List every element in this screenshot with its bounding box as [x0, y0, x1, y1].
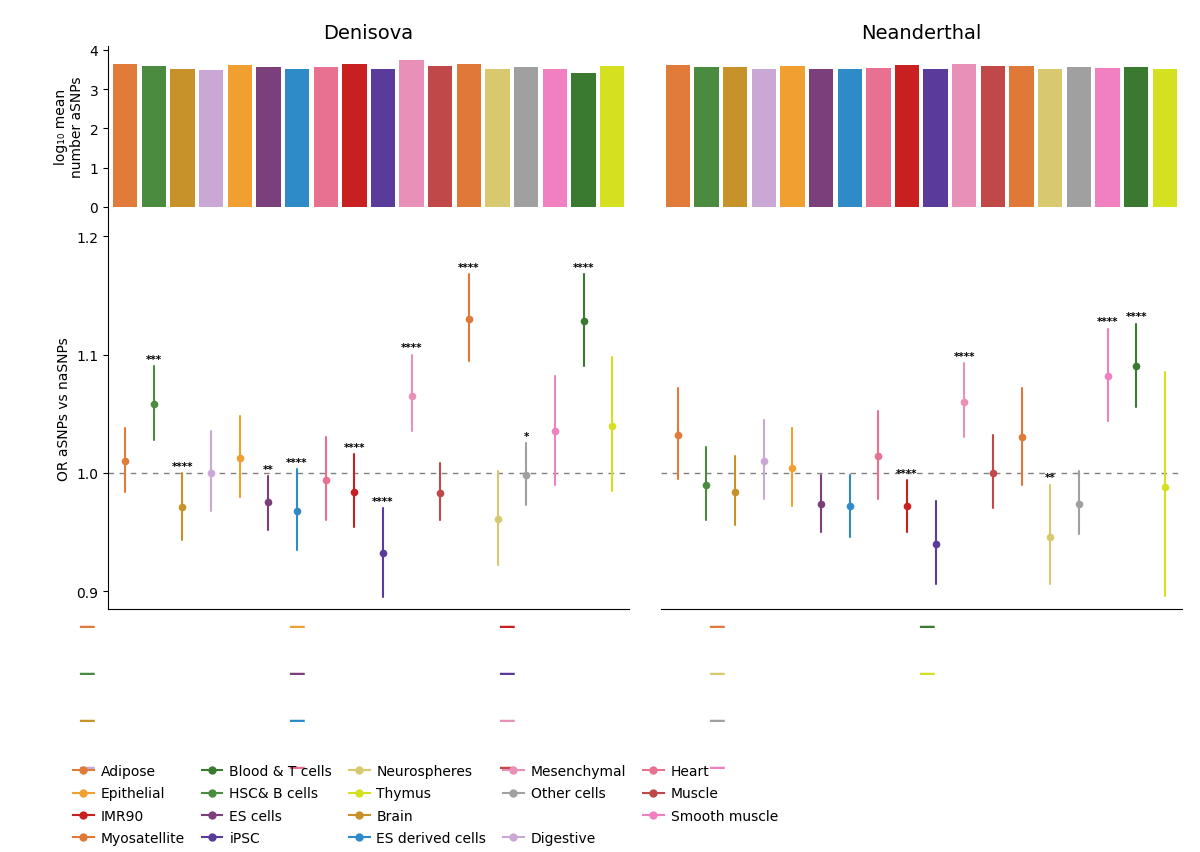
Text: ****: ****: [458, 262, 480, 273]
Bar: [600, 67, 624, 208]
Text: ****: ****: [1097, 317, 1118, 327]
Text: ****: ****: [896, 468, 918, 478]
Text: —: —: [78, 617, 95, 636]
Bar: [722, 68, 748, 208]
Text: —: —: [78, 664, 95, 682]
Text: —: —: [498, 664, 515, 682]
Title: Denisova: Denisova: [324, 24, 414, 43]
Bar: [1067, 68, 1091, 208]
Text: —: —: [918, 664, 935, 682]
Text: ****: ****: [572, 262, 594, 273]
Bar: [342, 66, 366, 208]
Bar: [866, 69, 890, 208]
Text: ****: ****: [1126, 312, 1147, 322]
Bar: [952, 65, 977, 208]
Bar: [1009, 66, 1033, 208]
Text: ****: ****: [343, 442, 365, 452]
Title: Neanderthal: Neanderthal: [862, 24, 982, 43]
Bar: [751, 71, 776, 208]
Text: —: —: [288, 757, 305, 776]
Bar: [695, 68, 719, 208]
Bar: [666, 66, 690, 208]
Legend: Adipose, Epithelial, IMR90, Myosatellite, Blood & T cells, HSC& B cells, ES cell: Adipose, Epithelial, IMR90, Myosatellite…: [73, 764, 778, 845]
Bar: [924, 70, 948, 208]
Bar: [257, 68, 281, 208]
Bar: [895, 66, 919, 208]
Bar: [113, 66, 137, 208]
Text: —: —: [708, 711, 725, 729]
Text: —: —: [288, 711, 305, 729]
Text: ***: ***: [145, 354, 162, 365]
Text: *: *: [523, 431, 529, 441]
Text: —: —: [708, 757, 725, 776]
Bar: [400, 61, 424, 208]
Bar: [142, 66, 166, 208]
Bar: [1096, 69, 1120, 208]
Text: —: —: [498, 617, 515, 636]
Text: ****: ****: [372, 497, 394, 506]
Text: —: —: [498, 757, 515, 776]
Text: —: —: [708, 617, 725, 636]
Bar: [371, 70, 395, 208]
Bar: [1038, 70, 1062, 208]
Bar: [199, 72, 223, 208]
Text: —: —: [708, 664, 725, 682]
Text: **: **: [263, 464, 274, 475]
Bar: [428, 66, 452, 208]
Text: —: —: [288, 617, 305, 636]
Bar: [1153, 70, 1177, 208]
Bar: [457, 66, 481, 208]
Bar: [809, 70, 833, 208]
Bar: [838, 71, 862, 208]
Bar: [571, 73, 595, 208]
Bar: [980, 66, 1006, 208]
Text: —: —: [78, 711, 95, 729]
Text: —: —: [498, 711, 515, 729]
Text: ****: ****: [287, 458, 308, 468]
Text: ****: ****: [401, 343, 422, 353]
Bar: [780, 66, 804, 208]
Bar: [170, 71, 194, 208]
Bar: [514, 68, 539, 208]
Bar: [486, 70, 510, 208]
Bar: [542, 70, 568, 208]
Bar: [1124, 68, 1148, 208]
Text: ****: ****: [954, 351, 976, 361]
Bar: [228, 66, 252, 208]
Text: **: **: [1045, 473, 1056, 483]
Text: —: —: [918, 617, 935, 636]
Text: —: —: [78, 757, 95, 776]
Text: —: —: [288, 664, 305, 682]
Bar: [284, 70, 310, 208]
Text: ****: ****: [172, 461, 193, 471]
Bar: [313, 68, 338, 208]
Y-axis label: OR aSNPs vs naSNPs: OR aSNPs vs naSNPs: [56, 337, 71, 481]
Y-axis label: log₁₀ mean
number aSNPs: log₁₀ mean number aSNPs: [54, 77, 84, 178]
